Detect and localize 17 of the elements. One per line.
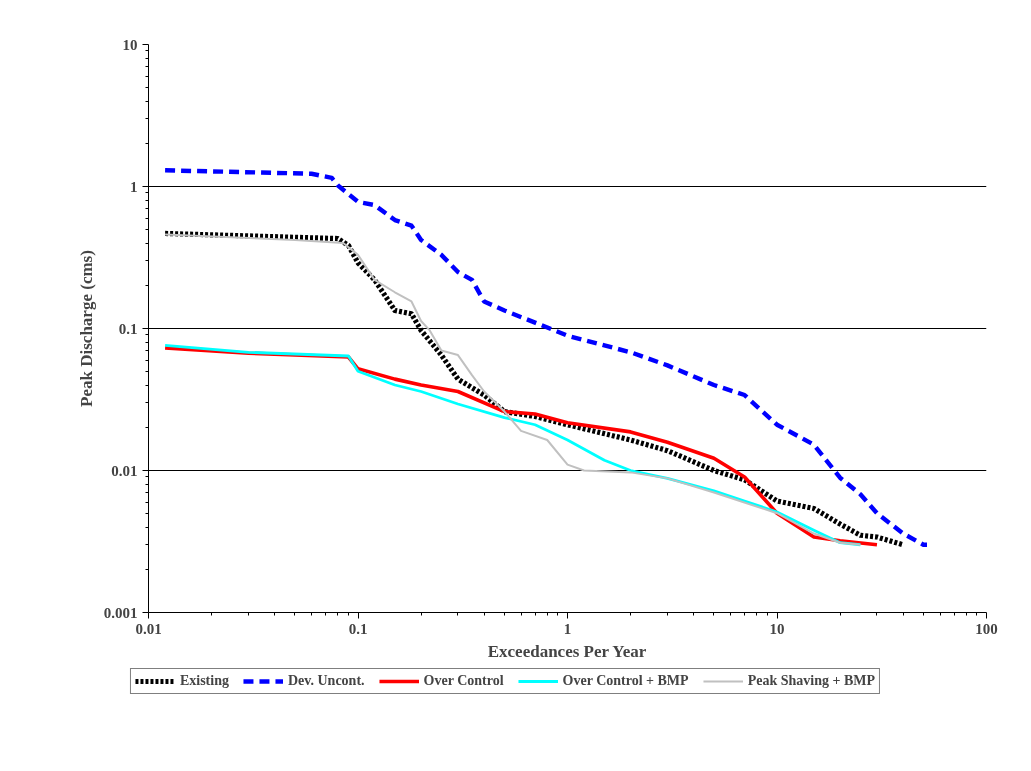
legend-label: Over Control xyxy=(423,673,504,689)
y-tick-label: 10 xyxy=(122,36,138,53)
x-tick-label: 0.01 xyxy=(135,620,162,637)
y-axis-title: Peak Discharge (cms) xyxy=(76,250,96,407)
x-tick-label: 10 xyxy=(769,620,785,637)
y-tick-label: 1 xyxy=(130,178,138,195)
x-axis-title: Exceedances Per Year xyxy=(487,641,647,661)
legend-label: Over Control + BMP xyxy=(562,673,689,689)
y-tick-label: 0.01 xyxy=(111,462,138,479)
legend-label: Existing xyxy=(179,673,229,689)
x-tick-label: 0.1 xyxy=(348,620,368,637)
legend-label: Peak Shaving + BMP xyxy=(747,673,876,689)
y-tick-label: 0.001 xyxy=(103,604,138,621)
x-tick-label: 100 xyxy=(975,620,998,637)
legend-label: Dev. Uncont. xyxy=(287,673,365,689)
y-tick-label: 0.1 xyxy=(118,320,138,337)
x-tick-label: 1 xyxy=(563,620,572,637)
